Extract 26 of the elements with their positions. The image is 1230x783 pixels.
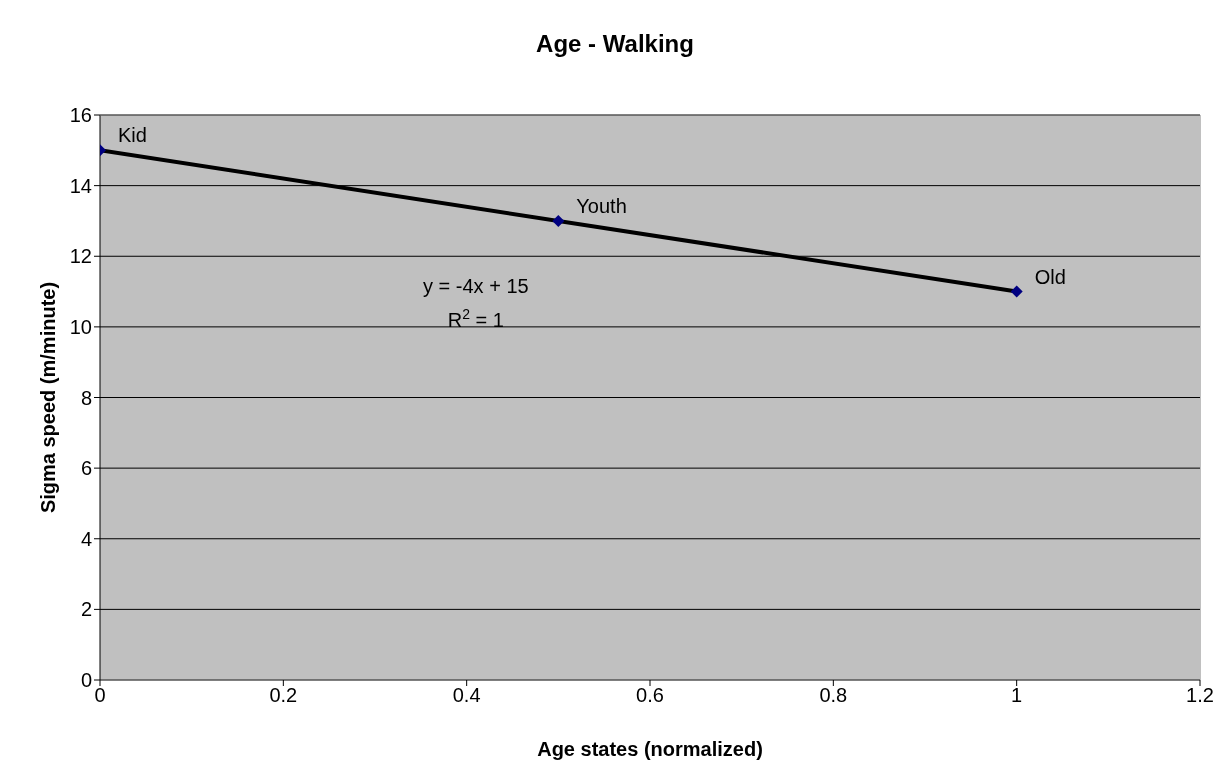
x-tick-label: 0.4 xyxy=(452,684,481,707)
annotation: Youth xyxy=(576,194,627,217)
x-tick-label: 0.2 xyxy=(269,684,298,707)
chart-title: Age - Walking xyxy=(535,30,695,58)
y-tick-label: 4 xyxy=(80,527,92,550)
y-tick-label: 10 xyxy=(69,315,92,338)
annotation: Old xyxy=(1034,265,1066,288)
annotation: y = -4x + 15 xyxy=(423,275,529,298)
point xyxy=(552,214,565,227)
x-tick-label: 0.8 xyxy=(819,684,848,707)
y-tick-label: 16 xyxy=(69,104,92,127)
x-tick-label: 0 xyxy=(94,684,106,707)
point xyxy=(1010,285,1023,298)
x-axis-title: Age states (normalized) xyxy=(537,738,763,761)
y-tick-label: 6 xyxy=(80,457,92,480)
y-tick-label: 14 xyxy=(69,174,92,197)
y-tick-label: 12 xyxy=(69,245,92,268)
annotation: Kid xyxy=(118,124,147,147)
x-tick-label: 0.6 xyxy=(636,684,664,707)
x-tick-label: 1.2 xyxy=(1186,684,1214,707)
y-axis-title: Sigma speed (m/minute) xyxy=(37,281,60,514)
x-tick-label: 1 xyxy=(1011,684,1023,707)
y-tick-label: 2 xyxy=(80,598,92,621)
y-tick-label: 0 xyxy=(80,669,92,692)
annotation: R$^{2}$ = 1 xyxy=(447,306,504,332)
y-tick-label: 8 xyxy=(80,386,92,409)
